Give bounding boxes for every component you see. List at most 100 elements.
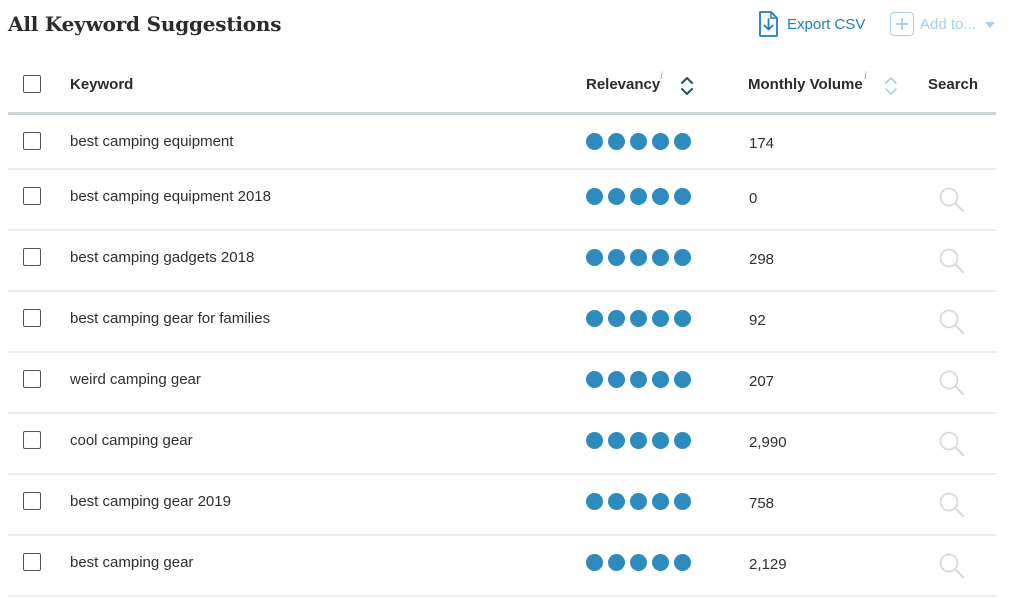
relevancy-dot: [608, 188, 625, 205]
export-csv-label: Export CSV: [787, 15, 866, 33]
keyword-cell: best camping gear: [70, 554, 194, 571]
search-icon[interactable]: [938, 308, 966, 336]
add-to-label: Add to...: [920, 15, 976, 33]
relevancy-rating: [586, 310, 696, 327]
relevancy-dot: [674, 554, 691, 571]
monthly-volume-cell: 2,129: [749, 556, 787, 573]
relevancy-dot: [674, 432, 691, 449]
monthly-volume-cell: 0: [749, 190, 758, 207]
relevancy-dot: [652, 493, 669, 510]
column-header-relevancy[interactable]: Relevancy: [586, 76, 661, 93]
table-row: cool camping gear 2,990: [8, 414, 996, 475]
page-title: All Keyword Suggestions: [8, 12, 282, 36]
row-checkbox[interactable]: [23, 248, 41, 266]
relevancy-dot: [608, 432, 625, 449]
table-row: weird camping gear 207: [8, 353, 996, 414]
monthly-volume-cell: 2,990: [749, 434, 787, 451]
relevancy-rating: [586, 371, 696, 388]
relevancy-rating: [586, 493, 696, 510]
relevancy-dot: [586, 493, 603, 510]
search-icon[interactable]: [938, 369, 966, 397]
search-icon[interactable]: [938, 430, 966, 458]
keyword-table: Keyword Relevancy i Monthly Volume i Sea…: [8, 56, 996, 597]
relevancy-dot: [630, 133, 647, 150]
row-checkbox[interactable]: [23, 309, 41, 327]
table-header: Keyword Relevancy i Monthly Volume i Sea…: [8, 56, 996, 115]
keyword-cell: best camping gear 2019: [70, 493, 231, 510]
relevancy-rating: [586, 554, 696, 571]
relevancy-dot: [608, 133, 625, 150]
relevancy-dot: [652, 249, 669, 266]
relevancy-info-icon[interactable]: i: [660, 71, 664, 82]
monthly-volume-cell: 92: [749, 312, 766, 329]
column-header-monthly-volume[interactable]: Monthly Volume: [748, 76, 863, 93]
keyword-cell: cool camping gear: [70, 432, 193, 449]
relevancy-dot: [608, 371, 625, 388]
relevancy-dot: [630, 310, 647, 327]
table-row: best camping equipment 174: [8, 115, 996, 170]
relevancy-dot: [674, 371, 691, 388]
keyword-cell: weird camping gear: [70, 371, 201, 388]
keyword-cell: best camping gear for families: [70, 310, 271, 327]
export-csv-icon: [759, 11, 778, 37]
search-icon[interactable]: [938, 552, 966, 580]
relevancy-dot: [608, 249, 625, 266]
caret-down-icon: [984, 22, 995, 28]
relevancy-dot: [608, 554, 625, 571]
relevancy-sort-icon[interactable]: [680, 75, 694, 97]
row-checkbox[interactable]: [23, 553, 41, 571]
table-row: best camping gear 2,129: [8, 536, 996, 597]
keyword-cell: best camping equipment 2018: [70, 188, 271, 205]
monthly-volume-info-icon[interactable]: i: [864, 71, 868, 82]
relevancy-dot: [652, 188, 669, 205]
row-checkbox[interactable]: [23, 187, 41, 205]
table-row: best camping gadgets 2018 298: [8, 231, 996, 292]
relevancy-dot: [674, 310, 691, 327]
relevancy-dot: [586, 133, 603, 150]
keyword-cell: best camping equipment: [70, 133, 234, 150]
monthly-volume-sort-icon[interactable]: [884, 75, 898, 97]
row-checkbox[interactable]: [23, 132, 41, 150]
relevancy-dot: [674, 133, 691, 150]
relevancy-dot: [652, 133, 669, 150]
monthly-volume-cell: 758: [749, 495, 775, 512]
relevancy-dot: [630, 249, 647, 266]
monthly-volume-cell: 298: [749, 251, 775, 268]
row-checkbox[interactable]: [23, 370, 41, 388]
relevancy-dot: [608, 493, 625, 510]
row-checkbox[interactable]: [23, 492, 41, 510]
relevancy-dot: [652, 310, 669, 327]
relevancy-dot: [630, 554, 647, 571]
search-icon[interactable]: [938, 247, 966, 275]
relevancy-dot: [586, 432, 603, 449]
keyword-cell: best camping gadgets 2018: [70, 249, 255, 266]
relevancy-rating: [586, 133, 696, 150]
export-csv-button[interactable]: Export CSV: [758, 11, 865, 37]
relevancy-dot: [586, 371, 603, 388]
monthly-volume-cell: 207: [749, 373, 775, 390]
add-to-dropdown[interactable]: Add to...: [890, 12, 995, 36]
search-icon[interactable]: [938, 186, 966, 214]
relevancy-dot: [630, 493, 647, 510]
column-header-search: Search: [928, 76, 979, 93]
relevancy-dot: [674, 188, 691, 205]
plus-icon: [890, 12, 914, 36]
relevancy-rating: [586, 249, 696, 266]
relevancy-dot: [608, 310, 625, 327]
column-header-keyword: Keyword: [70, 76, 134, 93]
relevancy-rating: [586, 432, 696, 449]
relevancy-dot: [652, 554, 669, 571]
monthly-volume-cell: 174: [749, 135, 775, 152]
table-row: best camping gear for families 92: [8, 292, 996, 353]
relevancy-rating: [586, 188, 696, 205]
relevancy-dot: [586, 554, 603, 571]
select-all-checkbox[interactable]: [23, 75, 41, 93]
table-row: best camping equipment 2018 0: [8, 170, 996, 231]
relevancy-dot: [586, 249, 603, 266]
table-body: best camping equipment 174 best camping eq…: [8, 115, 996, 597]
row-checkbox[interactable]: [23, 431, 41, 449]
relevancy-dot: [586, 310, 603, 327]
search-icon[interactable]: [938, 491, 966, 519]
relevancy-dot: [674, 249, 691, 266]
relevancy-dot: [586, 188, 603, 205]
